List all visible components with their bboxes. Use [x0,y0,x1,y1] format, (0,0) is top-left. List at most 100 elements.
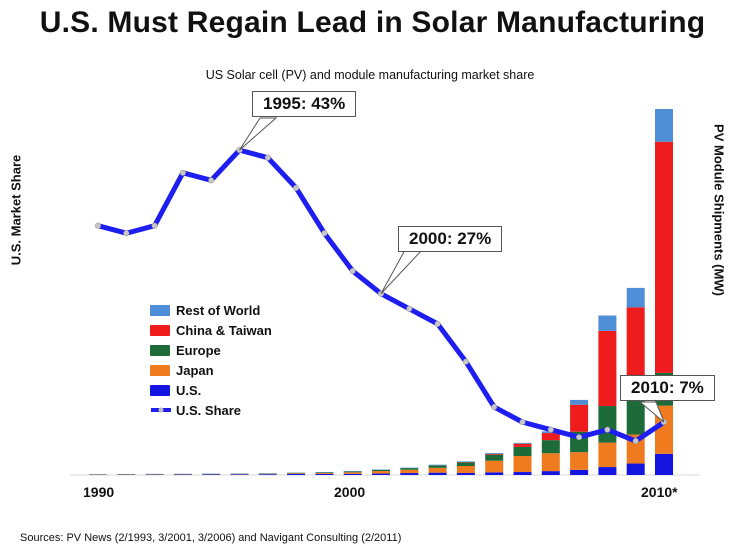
bar-u-s-2010 [655,453,673,475]
bar-europe-1997 [287,472,306,474]
bar-u-s-2009 [626,463,645,475]
bar-europe-2002 [428,465,447,468]
bar-rest-of-world-2003 [456,461,475,462]
us-share-point-2009 [632,437,639,445]
bar-u-s-1999 [343,473,362,475]
legend-item-china-taiwan: China & Taiwan [150,320,272,340]
us-share-point-1991 [123,230,130,237]
us-share-point-2006 [547,426,554,433]
bar-japan-1997 [287,473,306,475]
bar-japan-2007 [570,452,589,470]
bar-rest-of-world-2008 [598,315,617,331]
us-share-point-2007 [576,434,583,441]
bar-china-taiwan-2008 [598,330,617,407]
bar-china-taiwan-2005 [513,443,532,447]
legend-swatch-china-taiwan [150,324,170,336]
bar-u-s-1998 [315,473,334,475]
legend-swatch-japan [150,364,170,376]
bar-rest-of-world-2010 [655,109,673,142]
bar-rest-of-world-2004 [485,453,504,454]
legend-item-japan: Japan [150,360,272,380]
annotation-2010: 2010: 7% [620,375,715,401]
bar-u-s-2008 [598,467,617,475]
legend-item-europe: Europe [150,340,272,360]
bar-china-taiwan-2006 [541,433,560,441]
annotation-2000: 2000: 27% [398,226,503,252]
legend-label: Europe [176,342,221,358]
bar-china-taiwan-2004 [485,453,504,455]
bar-u-s-2000 [372,473,390,475]
bar-japan-2001 [400,469,419,474]
annotation-1995: 1995: 43% [252,91,357,117]
bar-japan-1998 [315,473,334,474]
bar-europe-2006 [541,440,560,454]
annotation-pointer-1995 [239,117,278,151]
us-share-point-2002 [434,320,441,327]
legend-label: U.S. Share [176,402,242,418]
bar-rest-of-world-2009 [626,287,645,308]
bar-u-s-1996 [258,474,277,475]
us-share-point-2003 [462,358,469,365]
bar-u-s-1997 [287,474,306,475]
us-share-point-1997 [293,184,300,191]
bar-europe-2004 [485,454,504,461]
bar-u-s-2002 [428,472,447,475]
us-share-point-1990 [94,222,102,229]
legend-swatch-europe [150,344,170,356]
bar-japan-2000 [372,471,390,474]
us-share-point-1992 [151,222,158,229]
us-share-point-1993 [179,169,186,176]
annotation-pointer-2010 [638,401,665,423]
bar-europe-2005 [513,446,532,456]
bar-rest-of-world-2002 [428,464,447,466]
us-share-point-2001 [406,305,413,312]
legend-item-us-share: U.S. Share [150,400,272,420]
bar-japan-2002 [428,467,447,473]
legend-swatch-rest-of-world [150,304,170,316]
bar-u-s-2005 [513,472,532,475]
bar-japan-2006 [541,453,560,472]
bar-china-taiwan-2007 [570,404,589,432]
x-tick-label-2000: 2000 [334,484,366,500]
legend-label: China & Taiwan [176,322,272,338]
legend-label: Japan [176,362,214,378]
bar-u-s-2006 [541,471,560,475]
bar-europe-2003 [456,462,475,467]
bar-europe-2000 [372,469,390,472]
us-share-point-1998 [321,230,328,237]
bar-u-s-2003 [456,473,475,475]
bar-europe-2001 [400,468,419,470]
legend-swatch-us-share [151,407,171,413]
annotation-pointer-2000 [380,249,424,295]
legend-label: U.S. [176,382,202,398]
chart-title: U.S. Must Regain Lead in Solar Manufactu… [39,6,706,39]
bar-japan-2008 [598,442,617,468]
bar-u-s-1995 [230,474,249,475]
legend-swatch-us [150,384,170,396]
bar-japan-2003 [456,466,475,474]
us-share-point-2008 [604,426,611,433]
bar-rest-of-world-2005 [513,442,532,444]
us-share-point-1994 [208,177,215,184]
bar-europe-2008 [598,406,617,443]
source-note: Sources: PV News (2/1993, 3/2001, 3/2006… [20,532,402,544]
chart-subtitle: US Solar cell (PV) and module manufactur… [205,68,535,82]
legend-item-rest-of-world: Rest of World [150,300,272,320]
bar-u-s-2001 [400,473,419,475]
bar-europe-2009 [626,399,645,435]
us-share-point-1996 [264,154,271,161]
bar-europe-1999 [343,471,362,473]
bar-japan-2005 [513,455,532,473]
bar-u-s-1994 [202,474,221,475]
legend-item-us: U.S. [150,380,272,400]
bar-japan-2004 [485,460,504,473]
bar-u-s-2007 [570,469,589,475]
bar-japan-1999 [343,472,362,474]
bar-china-taiwan-2010 [655,141,673,373]
us-share-point-2004 [491,403,498,411]
legend-label: Rest of World [176,302,261,318]
us-share-point-1999 [349,267,356,275]
legend: Rest of World China & Taiwan Europe Japa… [150,300,272,420]
us-share-point-2005 [519,419,526,426]
